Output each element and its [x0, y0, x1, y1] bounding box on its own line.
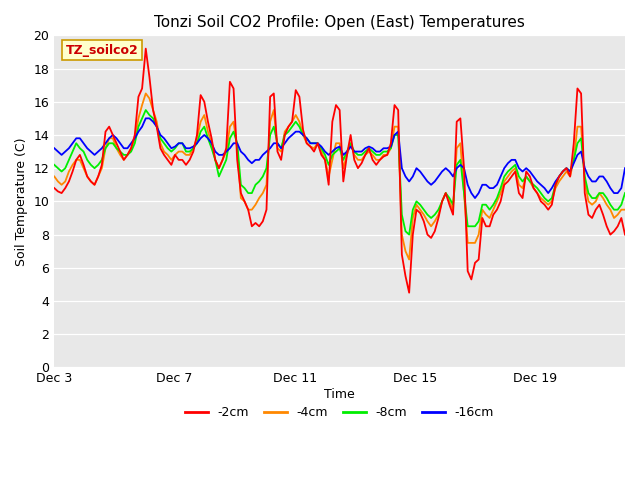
Legend: -2cm, -4cm, -8cm, -16cm: -2cm, -4cm, -8cm, -16cm: [180, 401, 499, 424]
X-axis label: Time: Time: [324, 388, 355, 401]
Y-axis label: Soil Temperature (C): Soil Temperature (C): [15, 137, 28, 265]
Text: TZ_soilco2: TZ_soilco2: [66, 44, 138, 57]
Title: Tonzi Soil CO2 Profile: Open (East) Temperatures: Tonzi Soil CO2 Profile: Open (East) Temp…: [154, 15, 525, 30]
